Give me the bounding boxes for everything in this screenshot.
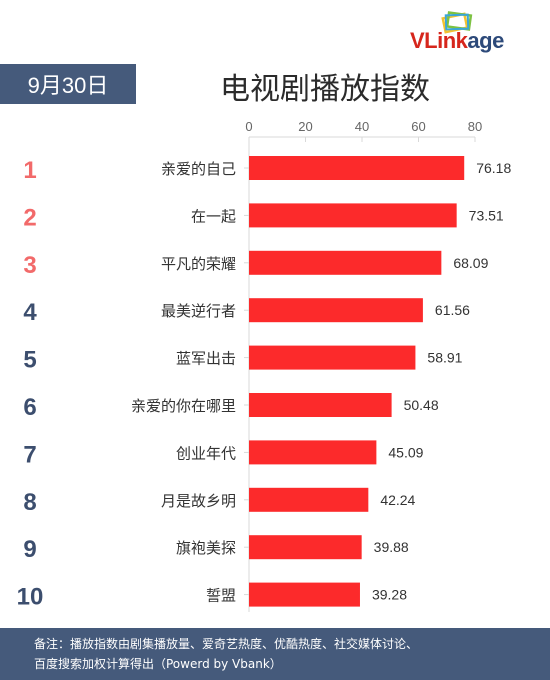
x-tick-label: 20: [298, 119, 312, 134]
footer-note: 备注：播放指数由剧集播放量、爱奇艺热度、优酷热度、社交媒体讨论、 百度搜索加权计…: [0, 628, 550, 680]
rank-number: 9: [23, 536, 36, 563]
bar: [249, 156, 465, 180]
bar-chart: 0 20 40 60 80 1 亲爱的自己 76.18 2 在一起 73.51 3 平凡的荣耀 68.09…: [17, 119, 511, 612]
bar: [249, 393, 392, 417]
bar-value-label: 39.28: [372, 587, 407, 603]
rank-number: 3: [23, 252, 36, 279]
bar-value-label: 58.91: [427, 350, 462, 366]
bar: [249, 203, 457, 228]
bar: [249, 298, 423, 323]
bar-value-label: 68.09: [453, 255, 488, 271]
bar-value-label: 42.24: [380, 492, 415, 508]
brand-part1: VLink: [410, 28, 468, 53]
x-tick-label: 0: [245, 119, 252, 134]
rank-number: 7: [23, 441, 36, 468]
bar: [249, 487, 369, 512]
footer-line-1: 备注：播放指数由剧集播放量、爱奇艺热度、优酷热度、社交媒体讨论、: [34, 637, 419, 651]
bar-value-label: 61.56: [435, 302, 470, 318]
bar: [249, 345, 416, 370]
rank-number: 8: [23, 489, 36, 516]
date-badge: 9月30日: [0, 64, 136, 104]
bar-value-label: 50.48: [404, 397, 439, 413]
category-label: 旗袍美探: [176, 539, 236, 557]
rank-number: 10: [17, 584, 44, 611]
rank-number: 1: [23, 157, 36, 184]
category-label: 最美逆行者: [161, 302, 236, 320]
bar: [249, 440, 377, 465]
footer-line-2: 百度搜索加权计算得出（Powerd by Vbank）: [34, 657, 282, 671]
brand-logo: VLinkage: [410, 10, 540, 54]
x-tick-label: 60: [411, 119, 425, 134]
category-label: 在一起: [191, 207, 236, 225]
bar: [249, 535, 362, 560]
category-label: 亲爱的你在哪里: [131, 397, 236, 415]
bar-value-label: 39.88: [374, 539, 409, 555]
bar: [249, 582, 360, 607]
x-tick-label: 40: [355, 119, 369, 134]
category-label: 亲爱的自己: [161, 160, 236, 178]
category-label: 创业年代: [176, 444, 236, 462]
category-label: 蓝军出击: [176, 350, 236, 368]
rank-number: 6: [23, 394, 36, 421]
category-label: 誓盟: [206, 587, 236, 605]
brand-part2: age: [467, 28, 504, 53]
rank-number: 5: [23, 347, 36, 374]
bar: [249, 250, 442, 275]
logo-frames-icon: [441, 11, 473, 34]
brand-wordmark: VLinkage: [410, 28, 504, 54]
x-tick-label: 80: [468, 119, 482, 134]
category-label: 平凡的荣耀: [161, 255, 236, 273]
bar-value-label: 45.09: [388, 444, 423, 460]
chart-title: 电视剧播放指数: [220, 72, 430, 107]
rank-number: 4: [23, 299, 37, 326]
category-label: 月是故乡明: [161, 492, 236, 510]
rank-number: 2: [23, 204, 36, 231]
bar-value-label: 73.51: [469, 207, 504, 223]
bar-value-label: 76.18: [476, 160, 511, 176]
